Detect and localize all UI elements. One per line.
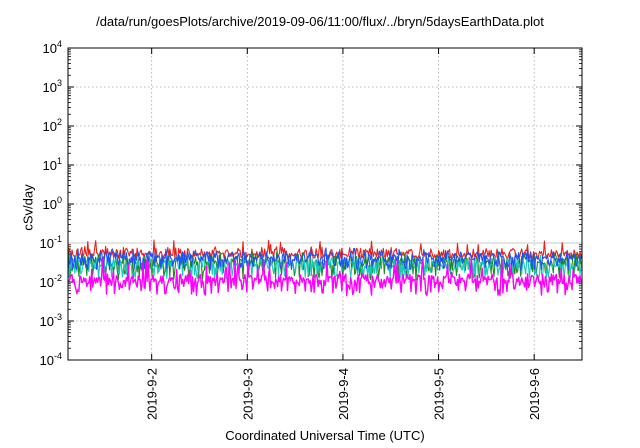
y-tick-label: 10-4	[40, 351, 62, 368]
data-series	[67, 257, 583, 297]
series-line	[67, 257, 583, 297]
x-tick-label: 2019-9-4	[336, 368, 351, 420]
x-tick-label: 2019-9-3	[240, 368, 255, 420]
y-tick-label: 10-1	[40, 234, 62, 251]
plot-frame	[67, 47, 583, 361]
y-tick-label: 103	[43, 78, 62, 95]
x-tick-label: 2019-9-2	[145, 368, 160, 420]
series-line	[67, 247, 583, 271]
y-tick-label: 104	[43, 39, 62, 56]
x-tick-label: 2019-9-5	[432, 368, 447, 420]
x-axis-label: Coordinated Universal Time (UTC)	[225, 428, 425, 443]
y-tick-label: 102	[43, 117, 62, 134]
chart-title: /data/run/goesPlots/archive/2019-09-06/1…	[96, 14, 544, 29]
x-tick-label: 2019-9-6	[527, 368, 542, 420]
y-tick-label: 100	[43, 195, 62, 212]
y-tick-label: 10-3	[40, 312, 62, 329]
y-tick-label: 101	[43, 156, 62, 173]
data-series	[67, 247, 583, 271]
y-tick-label: 10-2	[40, 273, 62, 290]
y-axis-label: cSv/day	[20, 184, 36, 231]
